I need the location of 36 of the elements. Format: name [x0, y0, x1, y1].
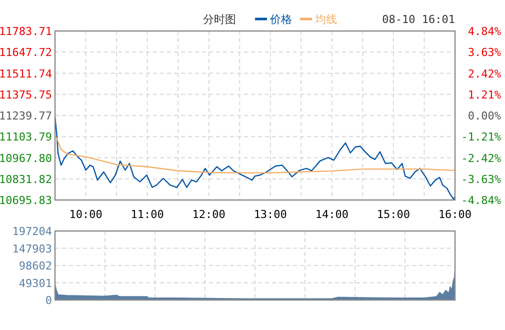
y-tick-label: 11103.79 [0, 130, 52, 144]
y2-tick-label: 4.84% [468, 25, 502, 38]
y2-tick-label: -4.84% [461, 194, 502, 207]
y-tick-label: 11375.75 [0, 88, 52, 102]
y2-tick-label: 0.00% [468, 110, 502, 122]
legend-label: 价格 [269, 13, 292, 26]
y-tick-label: 11239.77 [0, 110, 52, 122]
y-tick-label: 0 [45, 294, 52, 307]
y-tick-label: 10831.82 [0, 172, 52, 186]
x-tick-label: 12:00 [192, 208, 226, 221]
legend-label: 均线 [314, 13, 337, 26]
y-tick-label: 11783.71 [0, 25, 52, 38]
x-tick-label: 14:00 [315, 208, 348, 221]
y2-tick-label: 1.21% [468, 88, 502, 102]
y-tick-label: 10695.83 [0, 194, 52, 207]
x-tick-label: 15:00 [376, 208, 410, 221]
y-tick-label: 11511.74 [0, 67, 52, 80]
y2-tick-label: -3.63% [461, 172, 502, 186]
x-tick-label: 16:00 [438, 208, 472, 221]
text: 08-10 16:01 [382, 13, 455, 26]
line-series [54, 116, 456, 200]
x-tick-label: 10:00 [69, 208, 102, 221]
x-tick-label: 13:00 [254, 208, 287, 221]
y-tick-label: 11647.72 [0, 46, 52, 60]
y2-tick-label: -2.42% [461, 152, 502, 165]
y-tick-label: 147903 [12, 242, 52, 256]
y2-tick-label: 3.63% [468, 46, 502, 60]
x-tick-label: 11:00 [130, 208, 164, 221]
chart-title: 分时图 [203, 13, 236, 26]
y-tick-label: 49301 [18, 276, 52, 290]
y2-tick-label: 2.42% [468, 67, 502, 80]
y-tick-label: 10967.80 [0, 152, 52, 165]
line-series [56, 136, 456, 174]
y2-tick-label: -1.21% [461, 130, 502, 144]
y-tick-label: 197204 [12, 225, 52, 238]
y-tick-label: 98602 [18, 260, 52, 272]
